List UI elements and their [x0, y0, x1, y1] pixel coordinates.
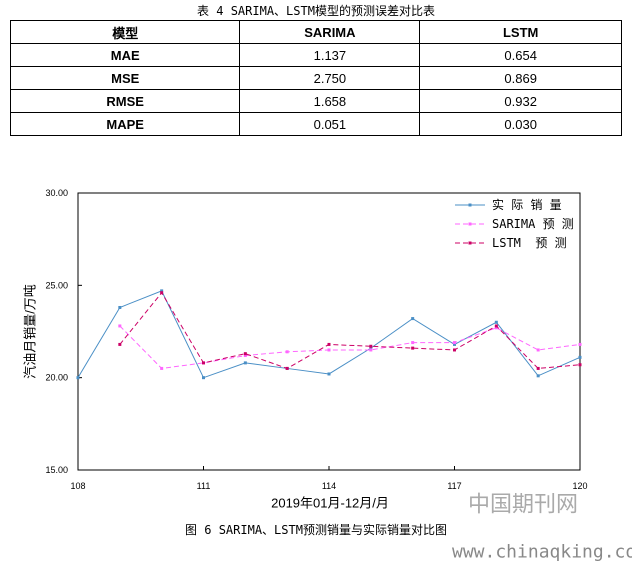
- point-marker: [243, 361, 247, 365]
- y-axis-label: 汽油月销量/万吨: [23, 284, 38, 379]
- point-marker: [202, 376, 205, 380]
- point-marker: [285, 366, 289, 370]
- point-marker: [243, 352, 247, 356]
- point-marker: [453, 348, 456, 352]
- series-line: [77, 290, 581, 379]
- chart: 15.00 20.00 25.00 30.00 108 111 114 117 120 汽油月销量…: [23, 188, 632, 563]
- point-marker: [160, 289, 164, 293]
- watermark-url: www.chinaqking.com: [452, 542, 632, 563]
- point-marker: [118, 305, 122, 309]
- table-cell: 0.051: [239, 112, 421, 136]
- header-row: 模型 SARIMA LSTM: [9, 20, 622, 44]
- legend-label: SARIMA 预 测: [492, 217, 574, 231]
- header-cell: SARIMA: [239, 20, 421, 44]
- table-cell: 2.750: [239, 66, 421, 90]
- point-marker: [369, 348, 373, 352]
- figure-caption: 图 6 SARIMA、LSTM预测销量与实际销量对比图: [185, 522, 447, 537]
- table-cell: 1.137: [239, 43, 421, 67]
- point-marker: [243, 354, 247, 358]
- y-tick-label: 30.00: [45, 188, 68, 198]
- table-cell: 1.658: [239, 89, 421, 113]
- point-marker: [160, 366, 164, 370]
- y-tick-label: 20.00: [45, 373, 68, 383]
- legend-marker: [468, 222, 472, 226]
- table-cell: 0.932: [419, 89, 622, 113]
- table-row: MSE 2.750 0.869: [9, 66, 622, 90]
- x-tick-label: 114: [322, 481, 336, 491]
- y-tick-label: 25.00: [45, 280, 68, 290]
- point-marker: [578, 342, 582, 346]
- header-cell: LSTM: [419, 20, 622, 44]
- header-cell: 模型: [9, 20, 241, 44]
- table-cell: 0.654: [419, 43, 622, 67]
- point-marker: [369, 344, 373, 348]
- point-marker: [494, 320, 498, 324]
- table-body: MAE 1.137 0.654 MSE 2.750 0.869 RMSE 1.658 0.932…: [9, 43, 622, 136]
- point-marker: [118, 324, 122, 328]
- table-cell: 0.030: [419, 112, 622, 136]
- point-marker: [118, 342, 122, 346]
- x-tick-label: 117: [447, 481, 461, 491]
- legend-label: 实 际 销 量: [492, 197, 562, 212]
- table-cell: RMSE: [9, 89, 241, 113]
- table-cell: 0.869: [419, 66, 622, 90]
- point-marker: [494, 326, 498, 330]
- table-caption: 表 4 SARIMA、LSTM模型的预测误差对比表: [197, 4, 435, 18]
- point-marker: [411, 317, 415, 321]
- table-cell: MAPE: [9, 112, 241, 136]
- x-tick-label: 120: [572, 481, 587, 491]
- point-marker: [536, 366, 540, 370]
- table-row: RMSE 1.658 0.932: [9, 89, 622, 113]
- table-cell: MSE: [9, 66, 241, 90]
- legend-label: LSTM 预 测: [492, 236, 567, 250]
- y-tick-label: 15.00: [45, 465, 68, 475]
- point-marker: [76, 376, 80, 380]
- legend-marker: [468, 241, 472, 245]
- table-row: MAPE 0.051 0.030: [9, 112, 622, 136]
- point-marker: [453, 342, 456, 346]
- x-tick-label: 108: [70, 481, 85, 491]
- plot-frame: [77, 192, 581, 471]
- x-tick-label: 111: [197, 481, 211, 491]
- table-row: MAE 1.137 0.654: [9, 43, 622, 67]
- point-marker: [327, 372, 331, 376]
- point-marker: [494, 324, 498, 328]
- point-marker: [327, 342, 331, 346]
- error-table: 模型 SARIMA LSTM MAE 1.137 0.654 MSE 2.750 0.869 R…: [9, 20, 622, 136]
- point-marker: [411, 346, 415, 350]
- table-cell: MAE: [9, 43, 241, 67]
- point-marker: [453, 341, 456, 345]
- series-line: [119, 291, 581, 369]
- point-marker: [327, 348, 331, 352]
- point-marker: [536, 348, 540, 352]
- watermark-name: 中国期刊网: [468, 493, 578, 518]
- x-axis-label: 2019年01月-12月/月: [271, 496, 389, 511]
- point-marker: [411, 341, 415, 345]
- point-marker: [578, 355, 582, 359]
- point-marker: [536, 374, 540, 378]
- point-marker: [285, 350, 289, 354]
- point-marker: [160, 291, 164, 295]
- point-marker: [369, 346, 373, 350]
- legend-marker: [468, 203, 472, 207]
- point-marker: [202, 361, 205, 365]
- series-line: [119, 325, 581, 369]
- point-marker: [578, 363, 582, 367]
